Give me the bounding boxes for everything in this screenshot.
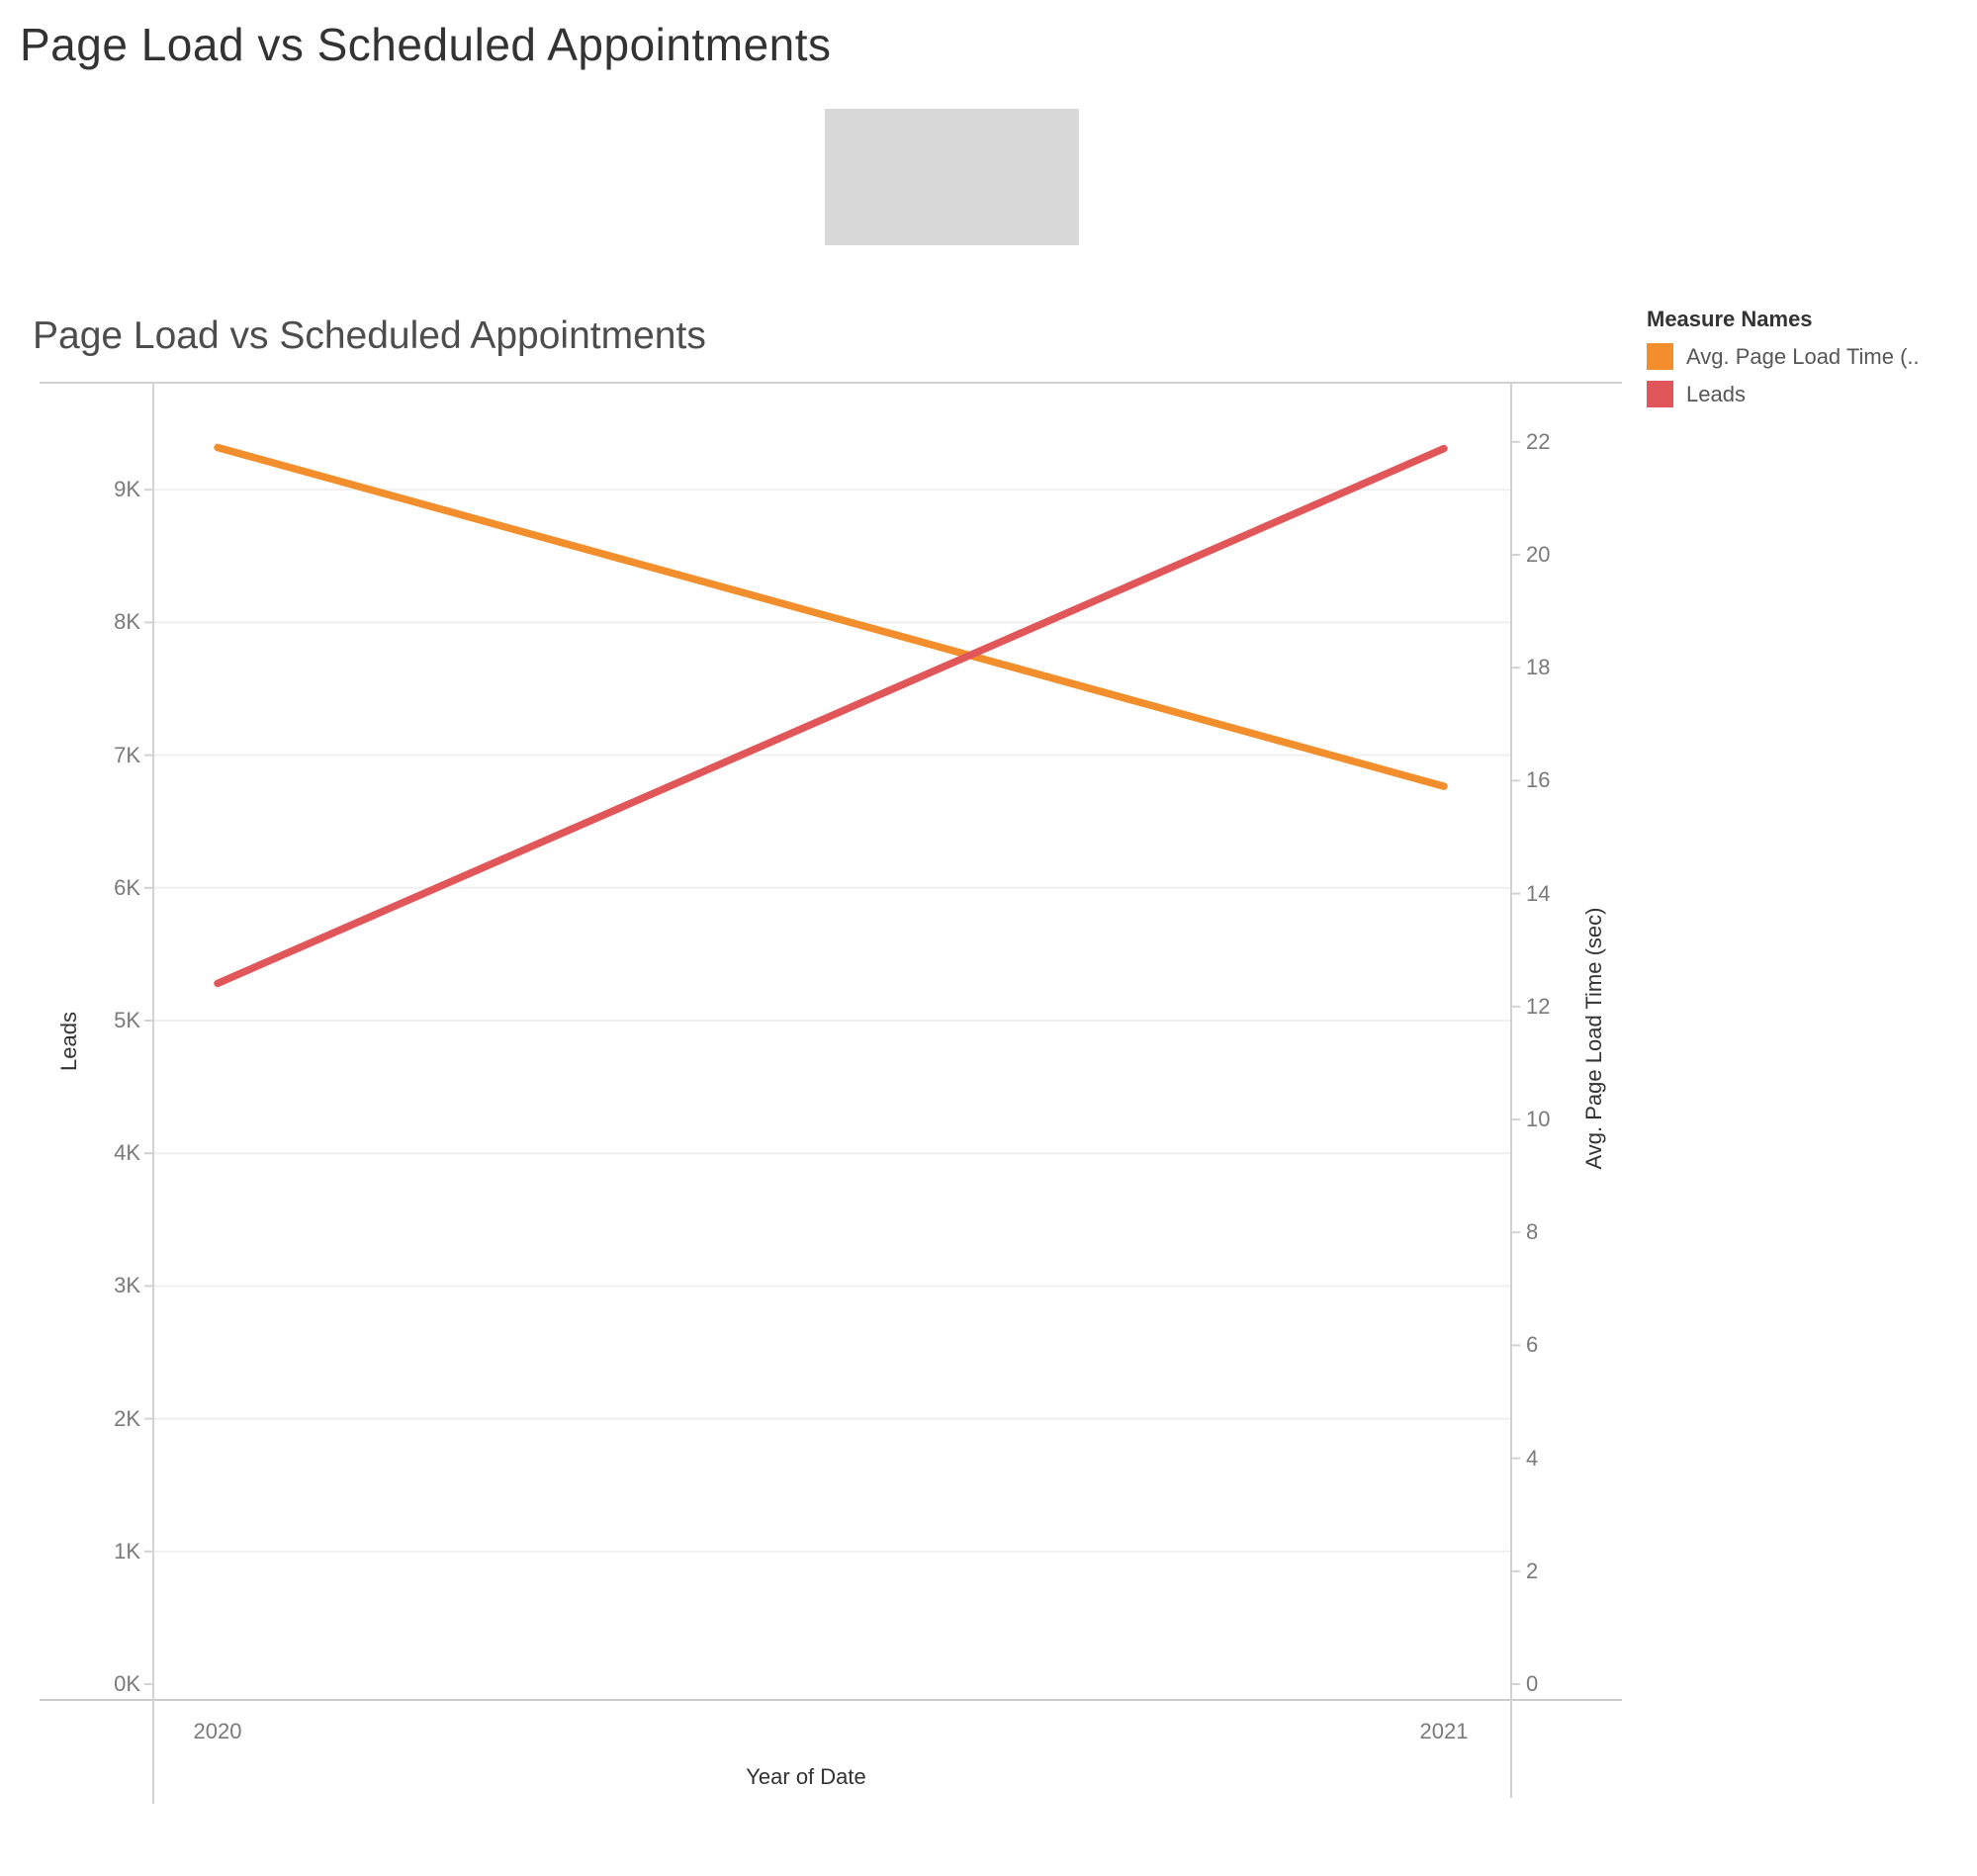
left-axis-tick-label: 0K xyxy=(114,1671,140,1696)
left-axis-tick-label: 4K xyxy=(114,1140,140,1165)
left-axis-tick-label: 8K xyxy=(114,609,140,634)
right-axis-title: Avg. Page Load Time (sec) xyxy=(1581,907,1606,1170)
right-axis-tick-label: 12 xyxy=(1526,994,1551,1019)
x-axis-tick-label: 2020 xyxy=(193,1719,242,1743)
legend-item-avg-page-load-time[interactable]: Avg. Page Load Time (.. xyxy=(1647,343,1973,370)
x-axis-title: Year of Date xyxy=(746,1764,866,1789)
right-axis-tick-label: 8 xyxy=(1526,1219,1539,1244)
right-axis-tick-label: 4 xyxy=(1526,1446,1539,1471)
right-axis-tick-label: 0 xyxy=(1526,1671,1539,1696)
legend-items: Avg. Page Load Time (.. Leads xyxy=(1647,343,1973,407)
chart-title: Page Load vs Scheduled Appointments xyxy=(33,314,706,357)
legend-swatch xyxy=(1647,381,1673,407)
right-axis-tick-label: 10 xyxy=(1526,1107,1551,1131)
right-axis-tick-label: 2 xyxy=(1526,1559,1539,1583)
right-axis-tick-label: 18 xyxy=(1526,655,1551,679)
line-leads[interactable] xyxy=(214,444,1448,988)
line-avg-page-load-time-sec[interactable] xyxy=(214,443,1448,790)
right-axis-tick-label: 16 xyxy=(1526,767,1551,792)
right-axis-tick-label: 20 xyxy=(1526,542,1551,567)
legend-title: Measure Names xyxy=(1647,307,1813,331)
left-axis-title: Leads xyxy=(56,1012,81,1071)
right-axis-tick-label: 22 xyxy=(1526,429,1551,454)
legend-swatch xyxy=(1647,343,1673,370)
right-axis-tick-label: 14 xyxy=(1526,881,1551,906)
legend-item-leads[interactable]: Leads xyxy=(1647,381,1973,407)
legend: Measure Names Avg. Page Load Time (.. Lea… xyxy=(1647,307,1973,407)
left-axis-tick-label: 2K xyxy=(114,1406,140,1431)
legend-item-label: Leads xyxy=(1686,381,1746,406)
left-axis-tick-label: 5K xyxy=(114,1008,140,1032)
left-axis-tick-label: 3K xyxy=(114,1273,140,1297)
left-axis-tick-label: 9K xyxy=(114,477,140,501)
legend-item-label: Avg. Page Load Time (.. xyxy=(1686,343,1920,369)
dashboard-title: Page Load vs Scheduled Appointments xyxy=(20,19,832,70)
left-axis-tick-label: 6K xyxy=(114,875,140,900)
left-axis-tick-label: 1K xyxy=(114,1539,140,1563)
right-axis-tick-label: 6 xyxy=(1526,1332,1539,1357)
left-axis-tick-label: 7K xyxy=(114,743,140,767)
placeholder-block xyxy=(825,109,1079,245)
x-axis-tick-label: 2021 xyxy=(1419,1719,1469,1743)
